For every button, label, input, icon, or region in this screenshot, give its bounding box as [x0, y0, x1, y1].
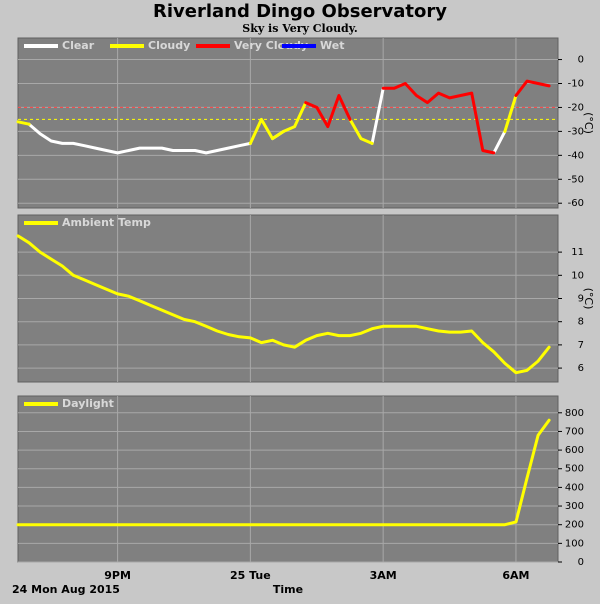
y-tick-label: -60 — [568, 198, 584, 209]
y-axis-label: (°C) — [582, 288, 595, 310]
legend-label: Ambient Temp — [62, 216, 151, 229]
y-tick-label: -10 — [568, 78, 584, 89]
series-line — [16, 94, 518, 145]
legend-label: Clear — [62, 39, 95, 52]
y-tick-label: 100 — [565, 538, 584, 549]
chart-subtitle: Sky is Very Cloudy. — [242, 22, 357, 35]
legend-label: Cloudy — [148, 39, 190, 52]
y-tick-label: 300 — [565, 501, 584, 512]
y-tick-label: 400 — [565, 482, 584, 493]
x-tick-label: 25 Tue — [230, 569, 271, 582]
y-axis-label: (°C) — [582, 112, 595, 134]
y-tick-label: 800 — [565, 408, 584, 419]
legend-label: Daylight — [62, 397, 114, 410]
y-tick-label: 500 — [565, 464, 584, 475]
y-tick-label: 600 — [565, 445, 584, 456]
y-tick-label: 200 — [565, 520, 584, 531]
y-tick-label: 8 — [578, 317, 584, 328]
y-tick-label: -20 — [568, 102, 584, 113]
legend-label: Very Cloudy — [234, 39, 308, 52]
x-tick-label: 6AM — [502, 569, 529, 582]
series-line — [16, 418, 551, 527]
series-line — [16, 234, 551, 375]
y-tick-label: 0 — [578, 55, 584, 66]
series-line — [304, 79, 551, 155]
x-axis-label: Time — [273, 583, 303, 596]
legend-label: Wet — [320, 39, 344, 52]
y-tick-label: 0 — [578, 557, 584, 568]
y-tick-label: -40 — [568, 150, 584, 161]
plot-area — [17, 395, 559, 563]
y-tick-label: -50 — [568, 174, 584, 185]
x-tick-label: 9PM — [104, 569, 131, 582]
y-tick-label: 10 — [571, 270, 584, 281]
y-tick-label: 9 — [578, 294, 584, 305]
y-tick-label: 11 — [571, 247, 584, 258]
y-tick-label: 7 — [578, 340, 584, 351]
chart-title: Riverland Dingo Observatory — [153, 1, 447, 22]
x-tick-label: 3AM — [370, 569, 397, 582]
y-tick-label: 6 — [578, 363, 584, 374]
y-tick-label: 700 — [565, 426, 584, 437]
date-label: 24 Mon Aug 2015 — [12, 583, 120, 596]
y-tick-label: -30 — [568, 126, 584, 137]
